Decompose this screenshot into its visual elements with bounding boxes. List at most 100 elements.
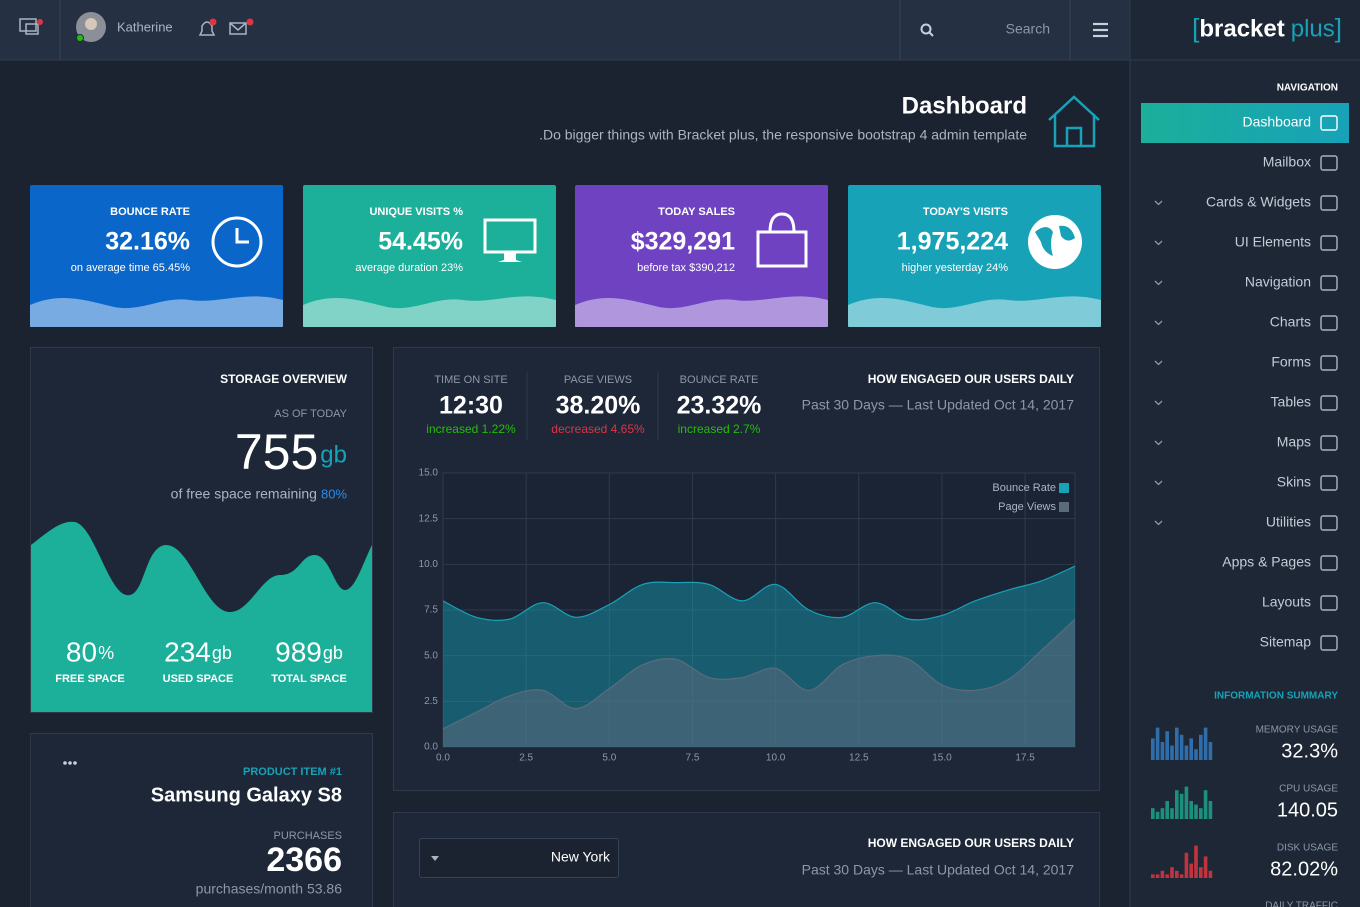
purchases-value: 2366: [266, 841, 342, 879]
spark-bar: [1165, 731, 1169, 760]
nav-item[interactable]: Maps: [1277, 434, 1311, 450]
header-bar: [0, 0, 1130, 60]
card-icon: [483, 218, 537, 262]
nav-chevron[interactable]: [1154, 240, 1163, 246]
legend-label: Page Views: [998, 501, 1056, 513]
storage-wave: [31, 521, 372, 712]
x-tick-label: 2.5: [519, 753, 533, 764]
nav-item[interactable]: Skins: [1277, 474, 1311, 490]
icon-shape: [235, 228, 249, 244]
logo-bracket: ]: [1335, 13, 1342, 43]
storage-stat-unit: gb: [323, 643, 343, 663]
icon-shape: [19, 18, 37, 32]
panel-title: STORAGE OVERVIEW: [220, 372, 348, 386]
icon-shape: [1035, 225, 1075, 256]
spark-bar: [1160, 808, 1165, 819]
nav-chevron[interactable]: [1154, 400, 1163, 406]
spark-bar: [1170, 867, 1174, 878]
logo-bracket: [: [1192, 13, 1200, 43]
y-tick-label: 0.0: [424, 742, 438, 753]
nav-item[interactable]: Dashboard: [1243, 114, 1312, 130]
nav-chevron[interactable]: [1154, 480, 1163, 486]
search-icon[interactable]: [920, 23, 934, 37]
metric-change: increased 1.22%: [426, 422, 516, 436]
spark-bar: [1179, 734, 1184, 760]
menu-icon[interactable]: [1093, 22, 1108, 38]
x-tick-label: 17.5: [1015, 753, 1035, 764]
storage-stat-label: TOTAL SPACE: [271, 673, 347, 685]
nav-item[interactable]: Apps & Pages: [1222, 554, 1311, 570]
stat-card: [30, 185, 283, 327]
card-label: UNIQUE VISITS %: [369, 206, 463, 218]
spark-bar: [1189, 738, 1193, 760]
icon-shape: [1048, 95, 1100, 148]
nav-item[interactable]: Forms: [1271, 354, 1311, 370]
notification-dot: [37, 19, 43, 25]
spark-bar: [1155, 874, 1160, 878]
logo-name: bracket: [1199, 15, 1284, 42]
nav-chevron[interactable]: [1154, 200, 1163, 206]
nav-chevron[interactable]: [1154, 360, 1163, 366]
purchases-per-month: purchases/month 53.86: [196, 881, 343, 897]
nav-icon: [1320, 395, 1338, 411]
house-icon: [1048, 95, 1100, 148]
more-icon[interactable]: [63, 761, 77, 765]
icon-shape: [25, 23, 39, 35]
area-line: [442, 565, 1076, 622]
product-panel: [30, 733, 373, 907]
avatar[interactable]: [76, 12, 106, 42]
x-tick-label: 7.5: [686, 753, 700, 764]
dropdown[interactable]: [419, 838, 619, 878]
x-tick-label: 0.0: [436, 753, 450, 764]
summary-label: CPU USAGE: [1279, 784, 1338, 795]
user-name[interactable]: Katherine: [117, 19, 173, 34]
product-label: PRODUCT ITEM #1: [243, 766, 342, 778]
nav-chevron[interactable]: [1154, 320, 1163, 326]
nav-icon: [1320, 355, 1338, 371]
spark-bar: [1170, 808, 1174, 819]
notifications-icon[interactable]: [198, 18, 217, 36]
storage-remaining: of free space remaining: [171, 486, 317, 502]
icon-shape: [229, 22, 247, 35]
nav-item[interactable]: Tables: [1271, 394, 1311, 410]
dot: [68, 761, 72, 765]
search-input[interactable]: Search: [1006, 21, 1050, 37]
sidebar-toggle-icon[interactable]: [19, 18, 43, 35]
storage-unit: gb: [320, 441, 347, 468]
spark-bar: [1199, 734, 1203, 760]
card-value: $329,291: [631, 228, 735, 256]
nav-item[interactable]: Utilities: [1266, 514, 1311, 530]
nav-item[interactable]: Sitemap: [1260, 634, 1312, 650]
dropdown-value[interactable]: New York: [551, 849, 611, 865]
card-note: before tax $390,212: [637, 262, 735, 274]
nav-icon: [1320, 235, 1338, 251]
nav-icon: [1320, 635, 1338, 651]
nav-item[interactable]: Cards & Widgets: [1206, 194, 1311, 210]
spark-bar: [1175, 727, 1179, 760]
nav-chevron[interactable]: [1154, 280, 1163, 286]
storage-stat-unit: gb: [212, 643, 232, 663]
spark-bar: [1151, 874, 1155, 878]
nav-item[interactable]: Navigation: [1245, 274, 1311, 290]
card-wave: [303, 296, 556, 327]
notification-dot: [246, 18, 254, 26]
card-label: TODAY'S VISITS: [923, 206, 1008, 218]
spark-bar: [1151, 808, 1155, 819]
spark-bar: [1194, 749, 1198, 760]
nav-item[interactable]: Mailbox: [1263, 154, 1311, 170]
spark-bar: [1199, 808, 1203, 819]
dot: [73, 761, 77, 765]
card-label: TODAY SALES: [658, 206, 735, 218]
card-value: 32.16%: [105, 228, 190, 256]
nav-chevron[interactable]: [1154, 520, 1163, 526]
nav-item[interactable]: Charts: [1270, 314, 1311, 330]
nav-item[interactable]: UI Elements: [1235, 234, 1311, 250]
spark-bar: [1179, 793, 1184, 819]
nav-chevron[interactable]: [1154, 440, 1163, 446]
spark-bar: [1189, 801, 1193, 819]
messages-icon[interactable]: [229, 18, 254, 35]
nav-icon: [1320, 115, 1338, 131]
nav-item[interactable]: Layouts: [1262, 594, 1311, 610]
dot: [63, 761, 67, 765]
card-note: on average time 65.45%: [71, 262, 190, 274]
